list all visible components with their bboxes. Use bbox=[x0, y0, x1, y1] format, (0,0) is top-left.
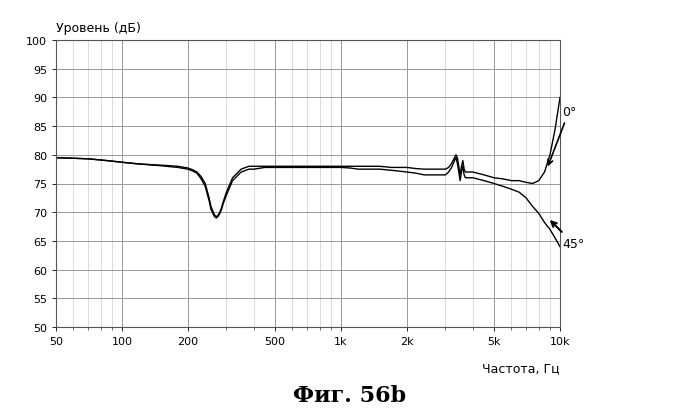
Text: 45°: 45° bbox=[552, 222, 584, 250]
Text: Уровень (дБ): Уровень (дБ) bbox=[56, 22, 141, 35]
Text: Фиг. 56b: Фиг. 56b bbox=[293, 384, 407, 406]
Text: Частота, Гц: Частота, Гц bbox=[482, 362, 560, 375]
Text: 0°: 0° bbox=[548, 106, 576, 165]
